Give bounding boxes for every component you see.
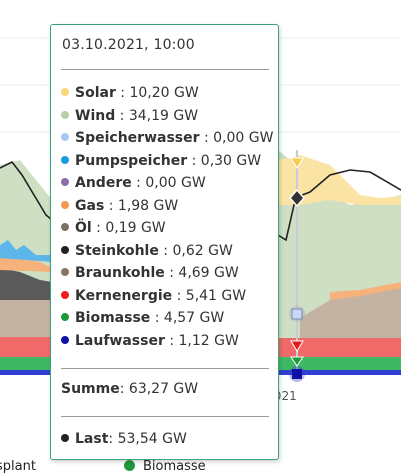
tooltip-divider	[61, 69, 269, 70]
legend-label: Biomasse	[143, 459, 206, 474]
tooltip-divider	[61, 416, 269, 417]
area-kernenergie	[0, 337, 52, 357]
tooltip-row: Solar : 10,20 GW	[61, 83, 199, 103]
tooltip-row: Laufwasser : 1,12 GW	[61, 331, 239, 351]
tooltip-row: Biomasse : 4,57 GW	[61, 308, 224, 328]
tooltip-series-name: Kernenergie	[75, 287, 173, 304]
tooltip-series-name: Öl	[75, 220, 92, 236]
tooltip-load-label: Last	[75, 431, 109, 447]
series-dot-icon	[61, 110, 69, 119]
tooltip-series-value: 5,41 GW	[185, 287, 247, 304]
tooltip-sum-value: 63,27 GW	[128, 381, 199, 397]
area-laufwasser	[278, 370, 401, 375]
tooltip-row: Steinkohle : 0,62 GW	[61, 241, 233, 261]
legend-item[interactable]: Biomasse	[124, 459, 206, 474]
tooltip-row: Kernenergie : 5,41 GW	[61, 286, 246, 306]
area-biomasse	[0, 357, 52, 370]
tooltip-row: Braunkohle : 4,69 GW	[61, 263, 239, 283]
tooltip-series-name: Braunkohle	[75, 265, 165, 281]
tooltip-series-name: Pumpspeicher	[75, 152, 188, 169]
last-line-segment	[277, 169, 401, 242]
tooltip-sum-label: Summe	[61, 381, 120, 397]
series-dot-icon	[61, 200, 69, 209]
area-pumpspeicher	[0, 240, 52, 262]
tooltip-series-name: Andere	[75, 175, 132, 191]
area-steinkohle	[0, 268, 52, 300]
last-line-segment	[0, 160, 53, 221]
series-dot-icon	[61, 88, 69, 96]
stacked-areas	[0, 150, 401, 375]
tooltip-series-name: Speicherwasser	[75, 130, 200, 146]
tooltip-row: Öl : 0,19 GW	[61, 218, 166, 238]
tooltip-row: Speicherwasser : 0,00 GW	[61, 128, 273, 148]
tooltip-series-value: 4,69 GW	[178, 265, 239, 281]
tooltip-series-value: 0,30 GW	[200, 152, 262, 169]
tooltip-load-value: 53,54 GW	[117, 431, 187, 447]
last-marker	[289, 188, 305, 208]
hover-crosshair	[289, 150, 305, 382]
tooltip-series-name: Laufwasser	[75, 332, 165, 349]
legend-item[interactable]: splant	[0, 459, 36, 474]
tooltip-series-name: Gas	[75, 197, 105, 214]
laufwasser-marker	[292, 369, 302, 379]
series-dot-icon	[61, 313, 69, 321]
tooltip-series-value: 10,20 GW	[129, 85, 199, 101]
tooltip-series-name: Biomasse	[75, 310, 151, 326]
tooltip-row: Pumpspeicher : 0,30 GW	[61, 151, 261, 171]
tooltip-series-value: 1,12 GW	[178, 332, 239, 349]
series-dot-icon	[61, 268, 69, 276]
tooltip-date: 03.10.2021, 10:00	[62, 37, 195, 53]
tooltip-divider	[61, 368, 269, 369]
tooltip-sum-row: Summe: 63,27 GW	[61, 381, 199, 397]
tooltip-series-name: Wind	[75, 107, 116, 124]
series-dot-icon	[61, 245, 69, 254]
hover-tooltip: 03.10.2021, 10:00 Solar : 10,20 GW Wind :…	[50, 24, 279, 460]
area-gas	[330, 282, 401, 300]
tooltip-series-value: 34,19 GW	[128, 107, 199, 124]
tooltip-series-value: 0,00 GW	[145, 175, 206, 191]
tooltip-series-value: 0,00 GW	[213, 130, 274, 146]
kern-marker	[290, 340, 304, 352]
tooltip-row: Andere : 0,00 GW	[61, 173, 206, 193]
area-biomasse	[278, 357, 401, 370]
series-dot-icon	[61, 290, 69, 299]
series-dot-icon	[61, 178, 69, 186]
tooltip-series-value: 0,62 GW	[172, 242, 233, 259]
solar-marker	[290, 157, 304, 169]
tooltip-row: Gas : 1,98 GW	[61, 196, 178, 216]
area-gas	[0, 255, 52, 272]
tooltip-series-name: Steinkohle	[75, 242, 159, 259]
area-laufwasser	[0, 370, 52, 375]
speicher-marker	[291, 308, 303, 320]
series-dot-icon	[61, 223, 69, 231]
series-dot-icon	[61, 434, 69, 442]
tooltip-series-value: 4,57 GW	[163, 310, 225, 326]
tooltip-row: Wind : 34,19 GW	[61, 106, 198, 126]
legend-dot-icon	[124, 460, 135, 471]
area-braunkohle	[300, 285, 401, 338]
tooltip-series-value: 0,19 GW	[105, 220, 166, 236]
last-line	[0, 160, 401, 242]
series-dot-icon	[61, 155, 69, 164]
biomasse-marker	[290, 356, 304, 367]
tooltip-load-row: Last: 53,54 GW	[61, 429, 187, 449]
series-dot-icon	[61, 133, 69, 141]
tooltip-series-value: 1,98 GW	[117, 197, 179, 214]
area-kernenergie	[278, 338, 401, 357]
tooltip-series-name: Solar	[75, 85, 116, 101]
series-dot-icon	[61, 335, 69, 344]
